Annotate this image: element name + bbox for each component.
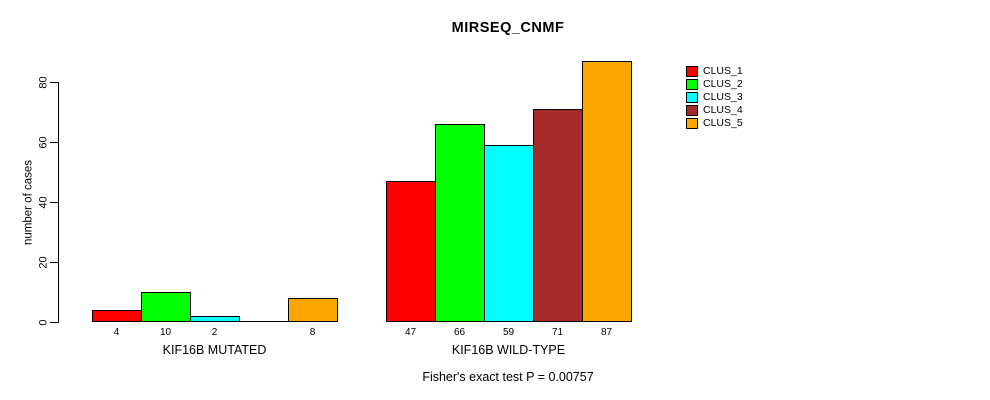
y-axis-tick-label: 60 bbox=[37, 135, 50, 149]
legend-swatch-clus_2 bbox=[686, 79, 698, 90]
legend-label-clus_2: CLUS_2 bbox=[703, 78, 743, 90]
annotation-text: Fisher's exact test P = 0.00757 bbox=[422, 370, 594, 384]
legend-label-clus_5: CLUS_5 bbox=[703, 117, 743, 129]
bar-value-label: 2 bbox=[211, 327, 218, 338]
y-axis-line bbox=[58, 82, 59, 323]
group-label: KIF16B WILD-TYPE bbox=[451, 343, 566, 357]
bar-clus_4 bbox=[533, 109, 583, 322]
y-axis-tick-label: 40 bbox=[37, 195, 50, 209]
legend-swatch-clus_5 bbox=[686, 118, 698, 129]
bar-clus_3 bbox=[190, 316, 240, 322]
legend-swatch-clus_1 bbox=[686, 66, 698, 77]
y-axis-label: number of cases bbox=[22, 160, 35, 246]
bar-clus_5 bbox=[288, 298, 338, 322]
bar-value-label: 8 bbox=[309, 327, 316, 338]
bar-clus_5 bbox=[582, 61, 632, 322]
legend-label-clus_3: CLUS_3 bbox=[703, 91, 743, 103]
y-axis-tick bbox=[50, 202, 58, 203]
y-axis-tick-label: 80 bbox=[37, 75, 50, 89]
group-label: KIF16B MUTATED bbox=[162, 343, 267, 357]
bar-value-label: 59 bbox=[502, 327, 515, 338]
bar-value-label: 71 bbox=[551, 327, 564, 338]
bar-value-label: 87 bbox=[600, 327, 613, 338]
y-axis-tick bbox=[50, 82, 58, 83]
bar-clus_2 bbox=[141, 292, 191, 322]
bar-value-label: 66 bbox=[453, 327, 466, 338]
bar-clus_1 bbox=[92, 310, 142, 322]
bar-value-label: 10 bbox=[159, 327, 172, 338]
legend-swatch-clus_4 bbox=[686, 105, 698, 116]
bar-clus_1 bbox=[386, 181, 436, 322]
y-axis-tick bbox=[50, 322, 58, 323]
bar-clus_4-zero bbox=[239, 321, 289, 322]
y-axis-tick bbox=[50, 142, 58, 143]
chart-title: MIRSEQ_CNMF bbox=[451, 20, 565, 36]
bar-value-label: 47 bbox=[404, 327, 417, 338]
bar-clus_2 bbox=[435, 124, 485, 322]
bar-value-label: 4 bbox=[113, 327, 120, 338]
legend-swatch-clus_3 bbox=[686, 92, 698, 103]
bar-clus_3 bbox=[484, 145, 534, 322]
y-axis-tick-label: 0 bbox=[37, 318, 50, 326]
legend-label-clus_4: CLUS_4 bbox=[703, 104, 743, 116]
legend-label-clus_1: CLUS_1 bbox=[703, 65, 743, 77]
y-axis-tick bbox=[50, 262, 58, 263]
y-axis-tick-label: 20 bbox=[37, 255, 50, 269]
